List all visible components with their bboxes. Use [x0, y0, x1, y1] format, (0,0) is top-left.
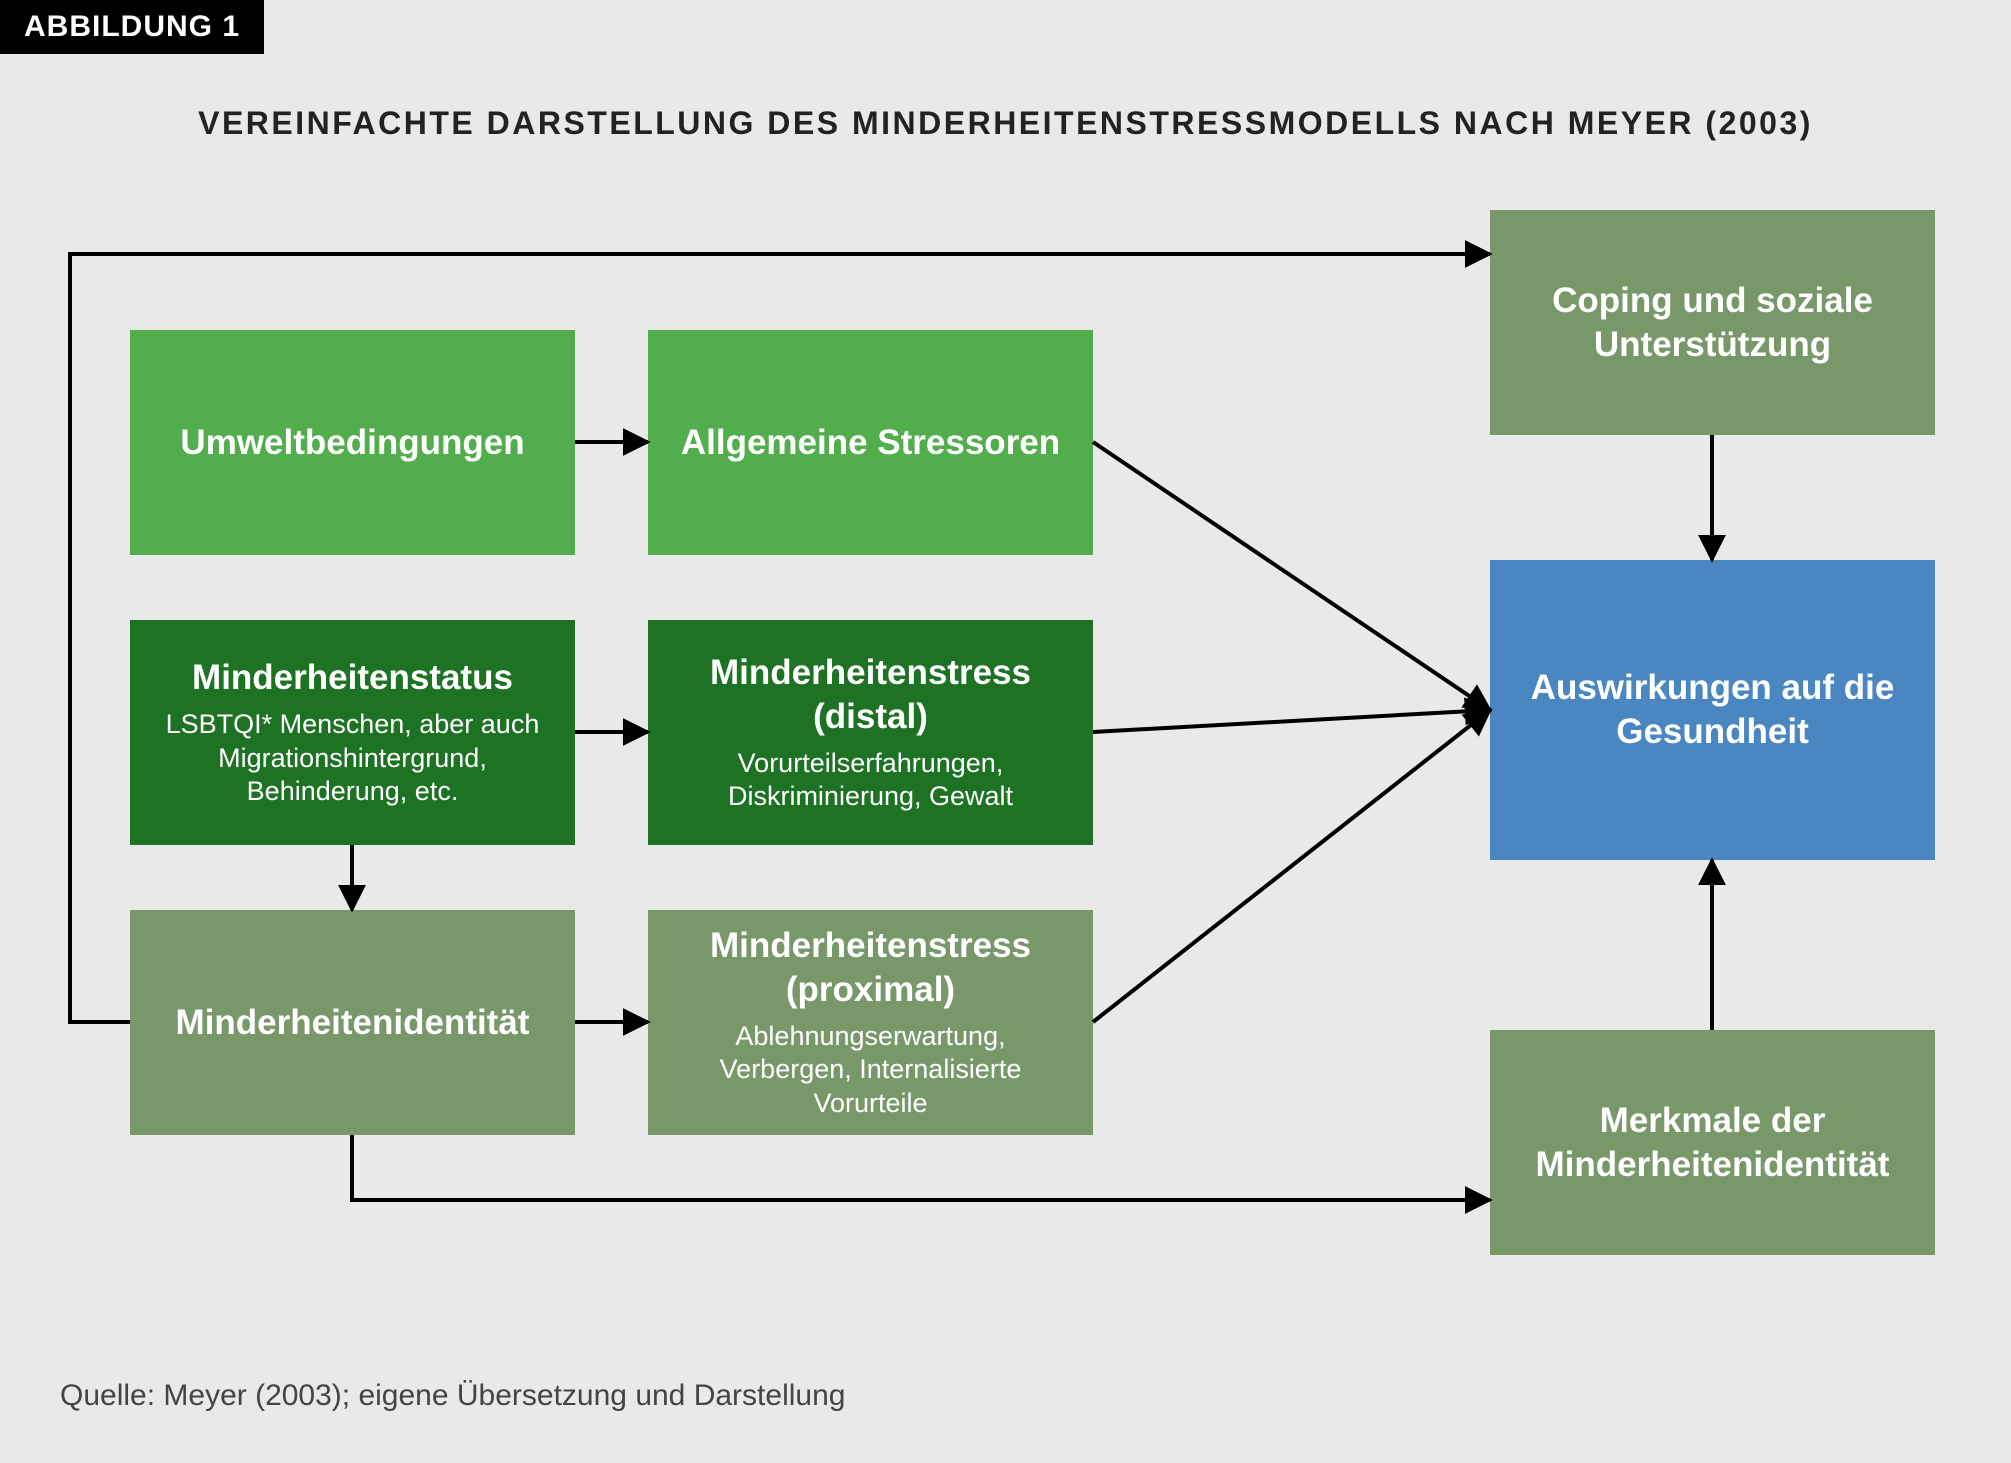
arrow-distal-to-auswirk	[1093, 710, 1490, 732]
node-title: Coping und soziale Unterstützung	[1520, 279, 1905, 367]
node-minderheitenstress-proximal: Minderheitenstress (proximal) Ablehnungs…	[648, 910, 1093, 1135]
figure-source: Quelle: Meyer (2003); eigene Übersetzung…	[60, 1379, 845, 1413]
node-merkmale: Merkmale der Minderheitenidentität	[1490, 1030, 1935, 1255]
node-title: Minderheitenstatus	[192, 656, 513, 700]
figure-badge: ABBILDUNG 1	[0, 0, 264, 54]
node-umweltbedingungen: Umweltbedingungen	[130, 330, 575, 555]
node-allgemeine-stressoren: Allgemeine Stressoren	[648, 330, 1093, 555]
node-subtitle: LSBTQI* Menschen, aber auch Migrationshi…	[160, 708, 545, 809]
arrow-allg-to-auswirk	[1093, 442, 1490, 710]
node-minderheitenstatus: Minderheitenstatus LSBTQI* Menschen, abe…	[130, 620, 575, 845]
node-title: Minderheitenstress (proximal)	[678, 924, 1063, 1012]
node-title: Allgemeine Stressoren	[681, 421, 1060, 465]
node-coping: Coping und soziale Unterstützung	[1490, 210, 1935, 435]
arrow-bottom-poly-to-merkmale	[352, 1135, 1490, 1200]
figure-title: VEREINFACHTE DARSTELLUNG DES MINDERHEITE…	[0, 105, 2011, 142]
node-title: Merkmale der Minderheitenidentität	[1520, 1099, 1905, 1187]
figure-container: ABBILDUNG 1 VEREINFACHTE DARSTELLUNG DES…	[0, 0, 2011, 1463]
node-subtitle: Ablehnungserwartung, Verbergen, Internal…	[678, 1020, 1063, 1121]
node-auswirkungen: Auswirkungen auf die Gesundheit	[1490, 560, 1935, 860]
node-minderheitenidentitaet: Minderheitenidentität	[130, 910, 575, 1135]
arrow-proximal-to-auswirk	[1093, 710, 1490, 1022]
node-title: Umweltbedingungen	[180, 421, 524, 465]
node-title: Minderheitenstress (distal)	[678, 651, 1063, 739]
node-subtitle: Vorurteilserfahrungen, Diskriminierung, …	[678, 747, 1063, 815]
node-title: Minderheitenidentität	[176, 1001, 530, 1045]
node-minderheitenstress-distal: Minderheitenstress (distal) Vorurteilser…	[648, 620, 1093, 845]
node-title: Auswirkungen auf die Gesundheit	[1520, 666, 1905, 754]
